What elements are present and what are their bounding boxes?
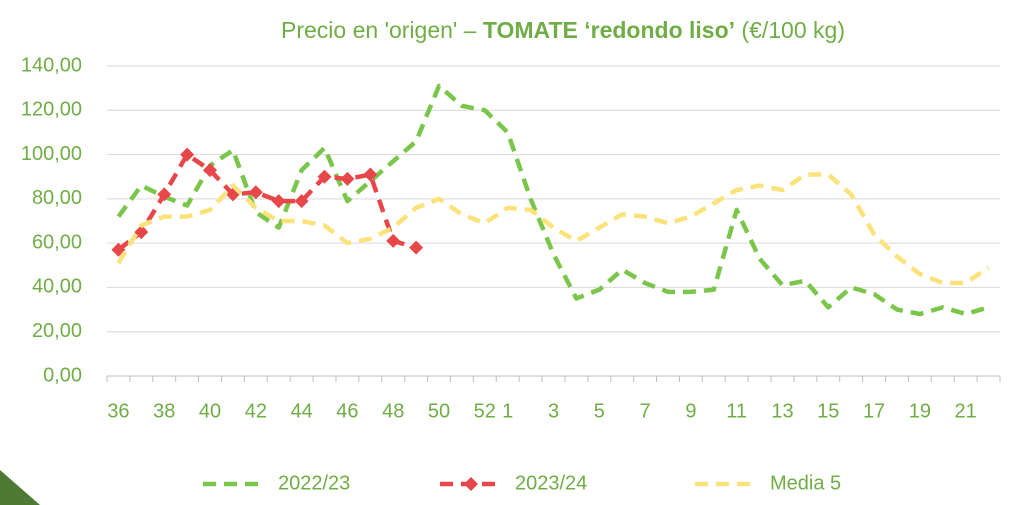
y-tick-label: 40,00 xyxy=(32,276,82,298)
y-tick-label: 60,00 xyxy=(32,231,82,253)
marker xyxy=(409,240,424,255)
marker xyxy=(386,233,401,248)
x-tick-label: 40 xyxy=(199,400,221,422)
marker xyxy=(271,194,286,209)
y-tick-label: 20,00 xyxy=(32,320,82,342)
x-tick-label: 1 xyxy=(502,400,513,422)
legend-marker xyxy=(464,477,478,491)
x-tick-label: 52 xyxy=(474,400,496,422)
y-tick-label: 120,00 xyxy=(21,99,82,121)
corner-decoration xyxy=(0,470,40,505)
x-tick-label: 11 xyxy=(726,400,747,422)
legend-label: 2022/23 xyxy=(278,472,350,494)
marker xyxy=(294,194,309,209)
chart-title: Precio en 'origen' – TOMATE ‘redondo lis… xyxy=(281,17,845,43)
x-tick-label: 44 xyxy=(291,400,313,422)
series-line xyxy=(116,172,990,286)
x-tick-label: 48 xyxy=(382,400,404,422)
x-tick-label: 17 xyxy=(863,400,885,422)
legend-label: 2023/24 xyxy=(515,472,587,494)
marker xyxy=(363,167,378,182)
marker xyxy=(134,225,149,240)
title-part: Precio en 'origen' – xyxy=(281,17,483,43)
x-tick-label: 7 xyxy=(640,400,651,422)
x-tick-label: 38 xyxy=(153,400,175,422)
marker xyxy=(248,185,263,200)
title-part: (€/100 kg) xyxy=(735,17,845,43)
x-tick-label: 9 xyxy=(685,400,696,422)
x-tick-label: 42 xyxy=(245,400,267,422)
x-tick-label: 5 xyxy=(594,400,605,422)
y-tick-label: 140,00 xyxy=(21,54,82,76)
title-part: TOMATE ‘redondo liso’ xyxy=(483,17,735,43)
legend-label: Media 5 xyxy=(770,472,841,494)
marker xyxy=(340,171,355,186)
x-tick-label: 13 xyxy=(771,400,793,422)
x-tick-label: 15 xyxy=(817,400,839,422)
x-tick-label: 36 xyxy=(107,400,129,422)
x-tick-label: 19 xyxy=(909,400,931,422)
marker xyxy=(157,187,172,202)
marker xyxy=(203,163,218,178)
marker xyxy=(180,147,195,162)
x-tick-label: 50 xyxy=(428,400,450,422)
marker xyxy=(317,169,332,184)
y-tick-label: 100,00 xyxy=(21,143,82,165)
y-tick-label: 0,00 xyxy=(43,364,82,386)
series-line xyxy=(116,83,990,317)
x-tick-label: 3 xyxy=(548,400,559,422)
x-tick-label: 21 xyxy=(955,400,977,422)
x-tick-label: 46 xyxy=(336,400,358,422)
y-tick-label: 80,00 xyxy=(32,187,82,209)
